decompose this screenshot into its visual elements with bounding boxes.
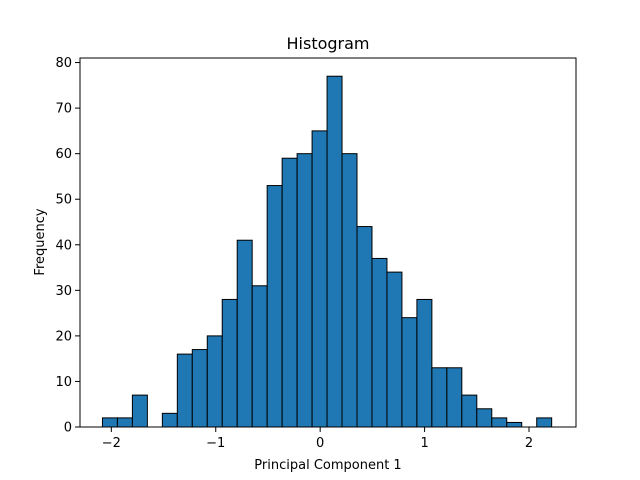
histogram-bar: [401, 317, 418, 428]
x-axis-label: Principal Component 1: [254, 458, 401, 473]
x-tick-label: −2: [102, 436, 121, 451]
histogram-bar: [491, 417, 508, 428]
histogram-bar: [536, 417, 553, 428]
histogram-bar: [266, 185, 283, 428]
y-tick-label: 80: [55, 56, 72, 71]
y-tick-label: 50: [55, 193, 72, 208]
histogram-bar: [101, 417, 118, 428]
x-tick-label: −1: [206, 436, 225, 451]
bars-group: [101, 75, 553, 428]
chart-title: Histogram: [287, 34, 370, 53]
histogram-bar: [446, 367, 463, 428]
histogram-bar: [131, 394, 148, 428]
histogram-bar: [221, 298, 238, 428]
y-axis-ticks: 0 10 20 30 40 50 60 70 80: [55, 56, 80, 436]
histogram-bar: [506, 421, 523, 428]
histogram-bar: [206, 335, 223, 428]
x-axis-ticks: −2 −1 0 1 2: [102, 427, 533, 451]
histogram-bar: [281, 157, 298, 428]
histogram-bar: [251, 285, 268, 428]
histogram-bar: [371, 257, 388, 428]
y-tick-label: 60: [55, 147, 72, 162]
y-tick-label: 0: [64, 421, 72, 436]
plot-frame: [79, 57, 577, 428]
y-tick-label: 10: [55, 375, 72, 390]
histogram-bar: [326, 75, 343, 428]
y-tick-label: 20: [55, 329, 72, 344]
x-tick-label: 2: [525, 436, 533, 451]
histogram-bar: [311, 130, 328, 428]
histogram-bar: [161, 412, 178, 428]
histogram-bar: [476, 408, 493, 428]
histogram-bar: [296, 153, 313, 428]
histogram-bar: [176, 353, 193, 428]
histogram-bar: [236, 239, 253, 428]
histogram-bar: [191, 349, 208, 428]
y-tick-label: 30: [55, 284, 72, 299]
histogram-bar: [386, 271, 403, 428]
histogram-bar: [341, 153, 358, 428]
x-tick-label: 1: [420, 436, 428, 451]
histogram-bar: [416, 298, 433, 428]
histogram-bar: [461, 394, 478, 428]
y-axis-label: Frequency: [33, 208, 48, 275]
histogram-bar: [116, 417, 133, 428]
y-tick-label: 40: [55, 238, 72, 253]
histogram-bar: [431, 367, 448, 428]
histogram-bar: [356, 226, 373, 428]
x-tick-label: 0: [316, 436, 324, 451]
y-tick-label: 70: [55, 102, 72, 117]
